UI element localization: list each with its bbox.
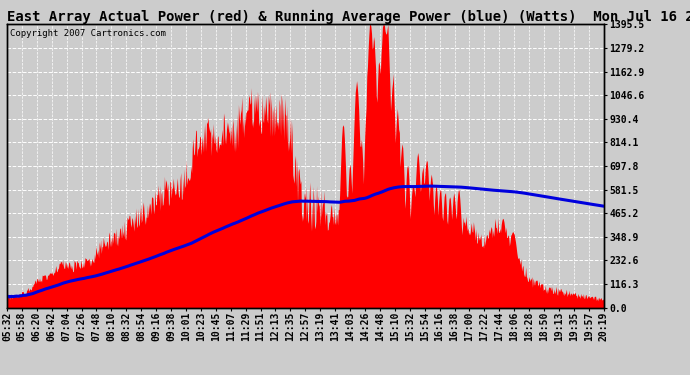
Text: Copyright 2007 Cartronics.com: Copyright 2007 Cartronics.com xyxy=(10,28,166,38)
Text: East Array Actual Power (red) & Running Average Power (blue) (Watts)  Mon Jul 16: East Array Actual Power (red) & Running … xyxy=(7,9,690,24)
